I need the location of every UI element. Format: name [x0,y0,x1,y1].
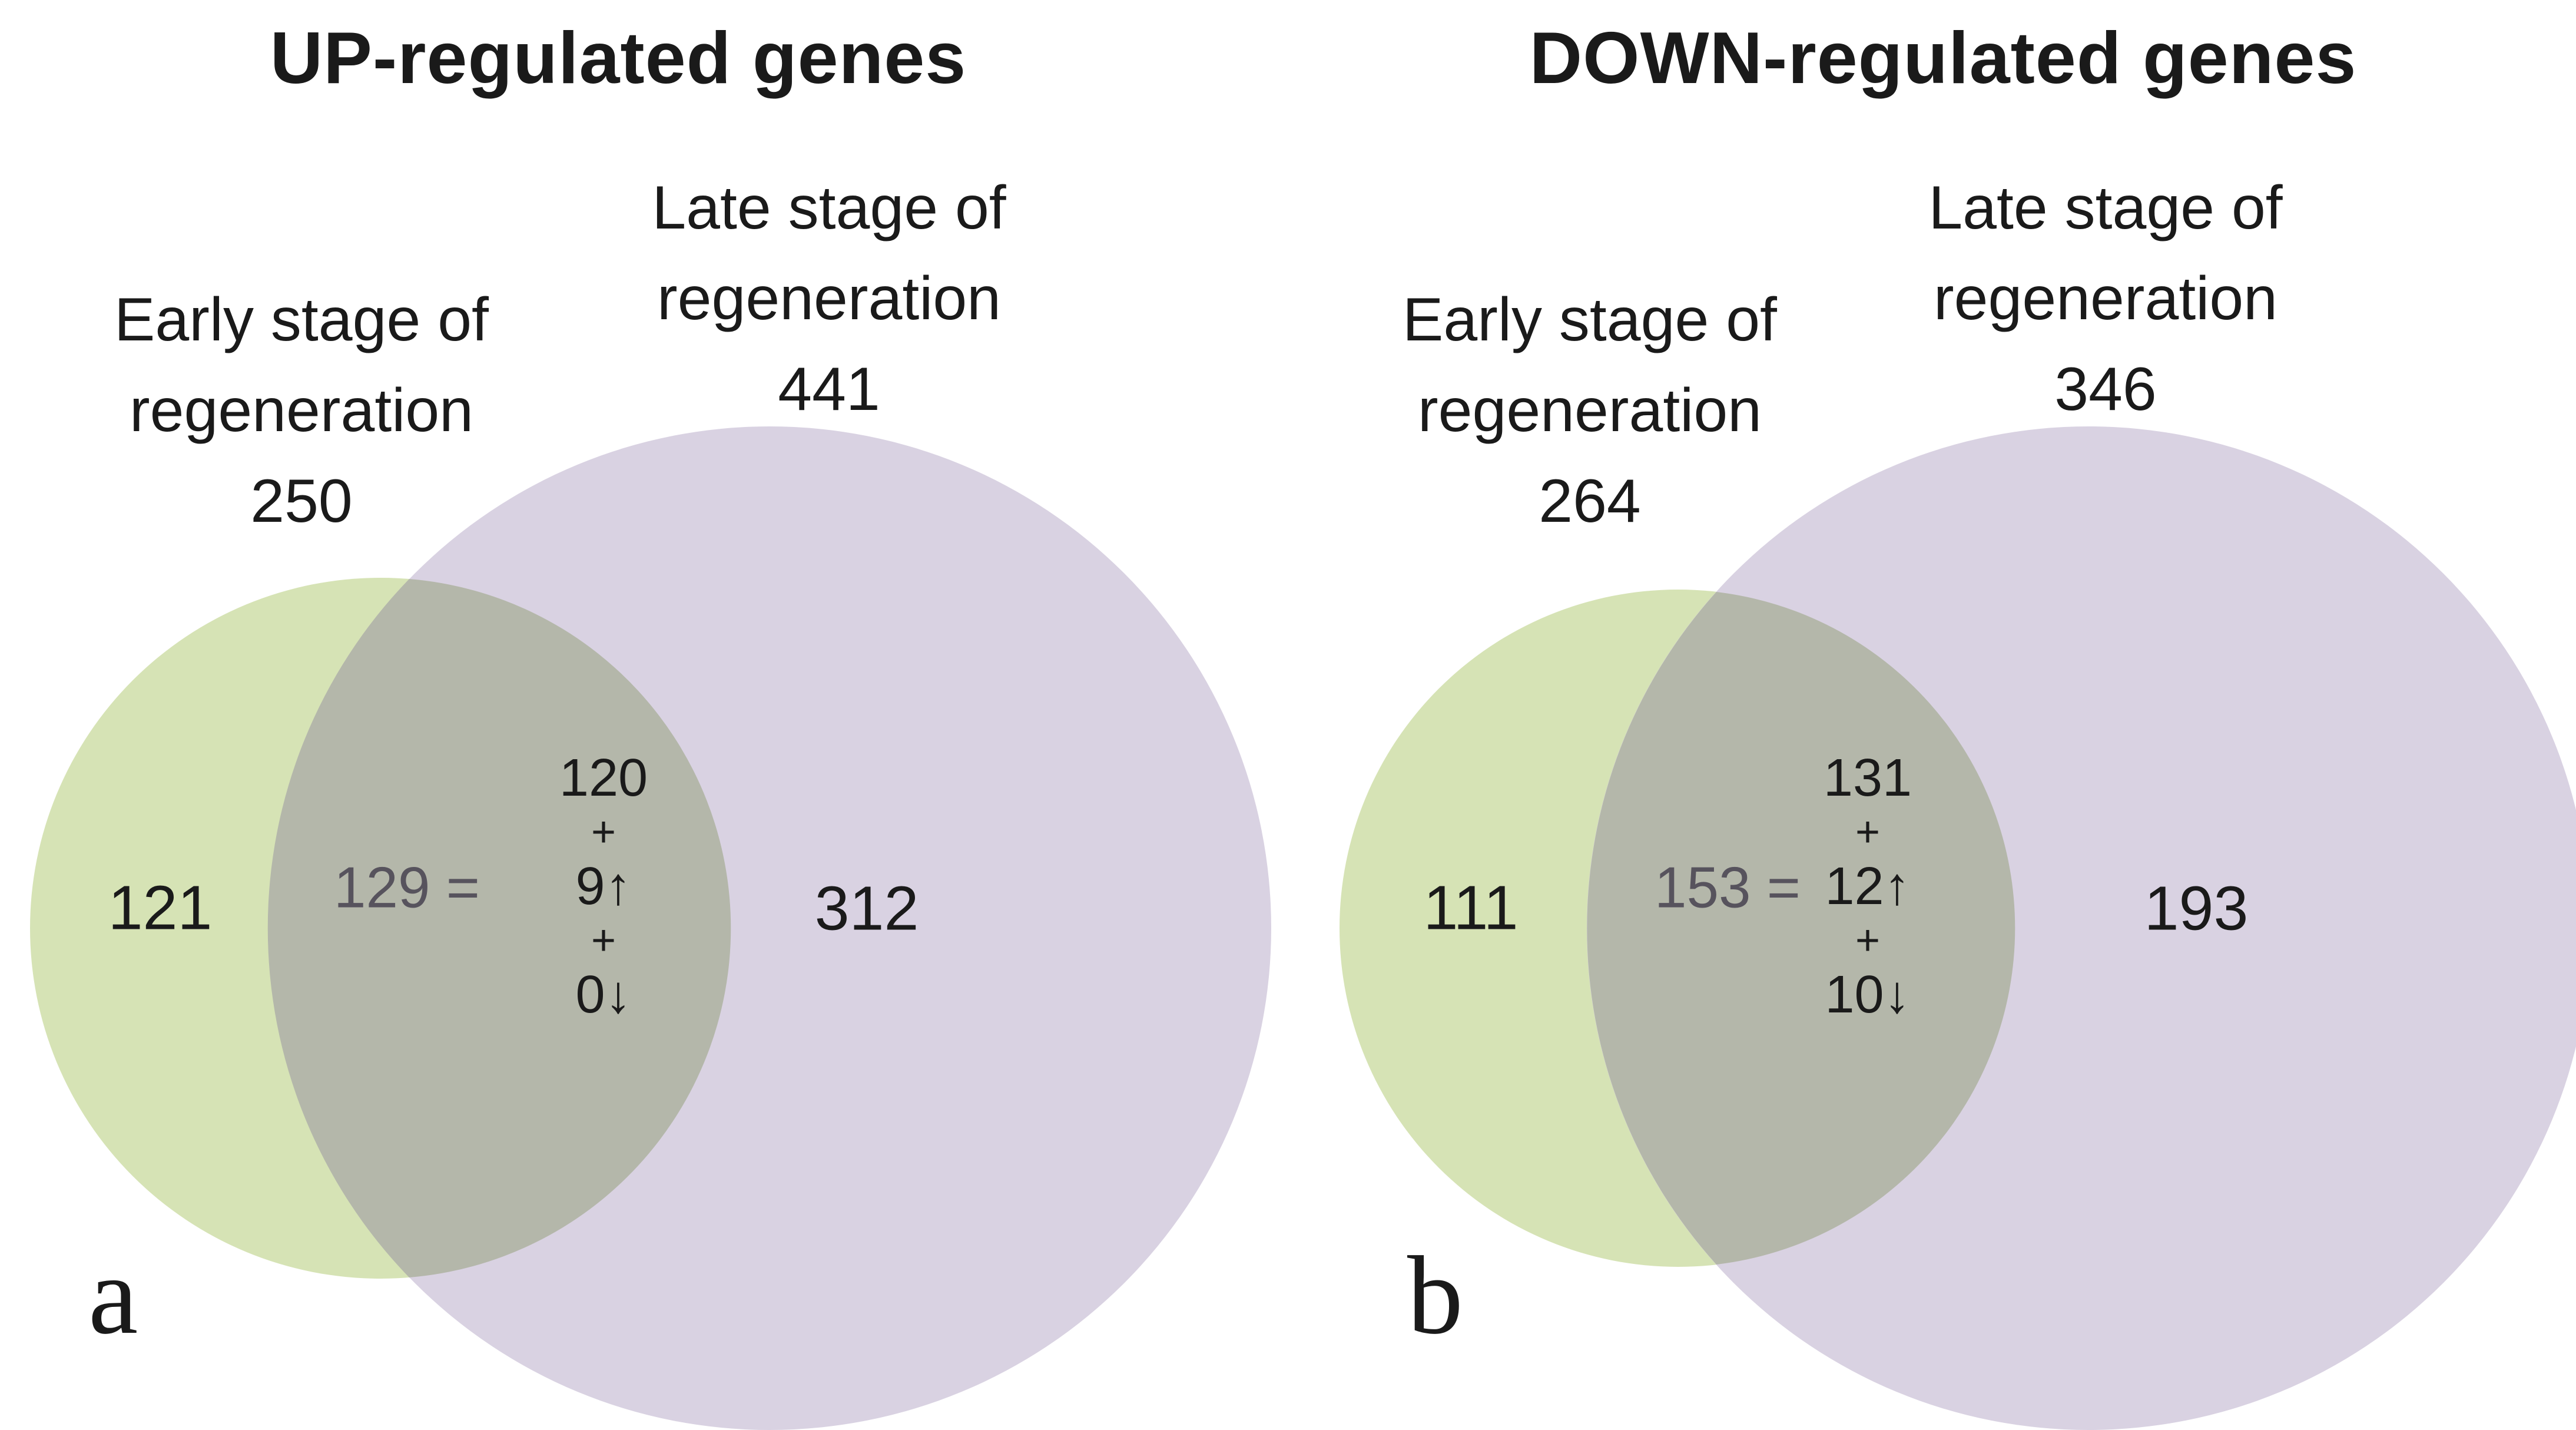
overlap-total-number: 153 [1655,855,1751,920]
early-set-label-line2: regeneration [130,376,473,445]
panel-b-early-unique-count: 111 [1423,873,1519,943]
plus-sign: + [591,809,616,856]
late-set-label-line2: regeneration [1934,264,2277,333]
panel-b-overlap-breakdown: 131 + 12↑ + 10↓ [1823,748,1912,1024]
panel-b-early-set-label: Early stage of regeneration 264 [1403,274,1777,547]
panel-b-letter: b [1407,1234,1463,1358]
breakdown-line-down-arrow: 0↓ [575,965,632,1024]
equals-sign: = [446,855,480,920]
panel-a-title: UP-regulated genes [270,18,967,99]
breakdown-line-up-arrow: 12↑ [1825,856,1911,916]
breakdown-line-down-arrow: 10↓ [1825,965,1911,1024]
early-set-label-line2: regeneration [1418,376,1762,445]
panel-a-overlap-total: 129 = [334,855,480,921]
panel-a-overlap-breakdown: 120 + 9↑ + 0↓ [559,748,648,1024]
panel-b-late-unique-count: 193 [2144,873,2249,944]
breakdown-line: 120 [559,748,648,807]
overlap-total-number: 129 [334,855,430,920]
panel-b-title: DOWN-regulated genes [1529,18,2357,99]
panel-a-late-set-label: Late stage of regeneration 441 [652,163,1006,435]
plus-sign: + [1855,809,1881,856]
panel-b-overlap-total: 153 = [1655,855,1801,921]
early-set-total: 264 [1539,467,1641,535]
breakdown-line: 131 [1823,748,1912,807]
early-set-label-line1: Early stage of [1403,286,1777,354]
equals-sign: = [1766,855,1801,920]
early-set-label-line1: Early stage of [114,286,489,354]
late-set-total: 441 [778,355,880,423]
panel-a-early-set-label: Early stage of regeneration 250 [114,274,489,547]
breakdown-line-up-arrow: 9↑ [575,856,632,916]
plus-sign: + [1855,917,1881,964]
panel-a-early-unique-count: 121 [108,873,213,943]
early-set-total: 250 [250,467,353,535]
panel-a-letter: a [88,1234,138,1358]
late-set-label-line1: Late stage of [1928,174,2283,242]
late-set-total: 346 [2054,355,2157,423]
panel-a-late-unique-count: 312 [814,873,919,944]
late-set-label-line2: regeneration [657,264,1001,333]
plus-sign: + [591,917,616,964]
late-set-label-line1: Late stage of [652,174,1006,242]
panel-b-overlap-region [1587,592,2015,1265]
panel-a-overlap-region [267,579,731,1277]
panel-b-late-set-label: Late stage of regeneration 346 [1928,163,2282,435]
